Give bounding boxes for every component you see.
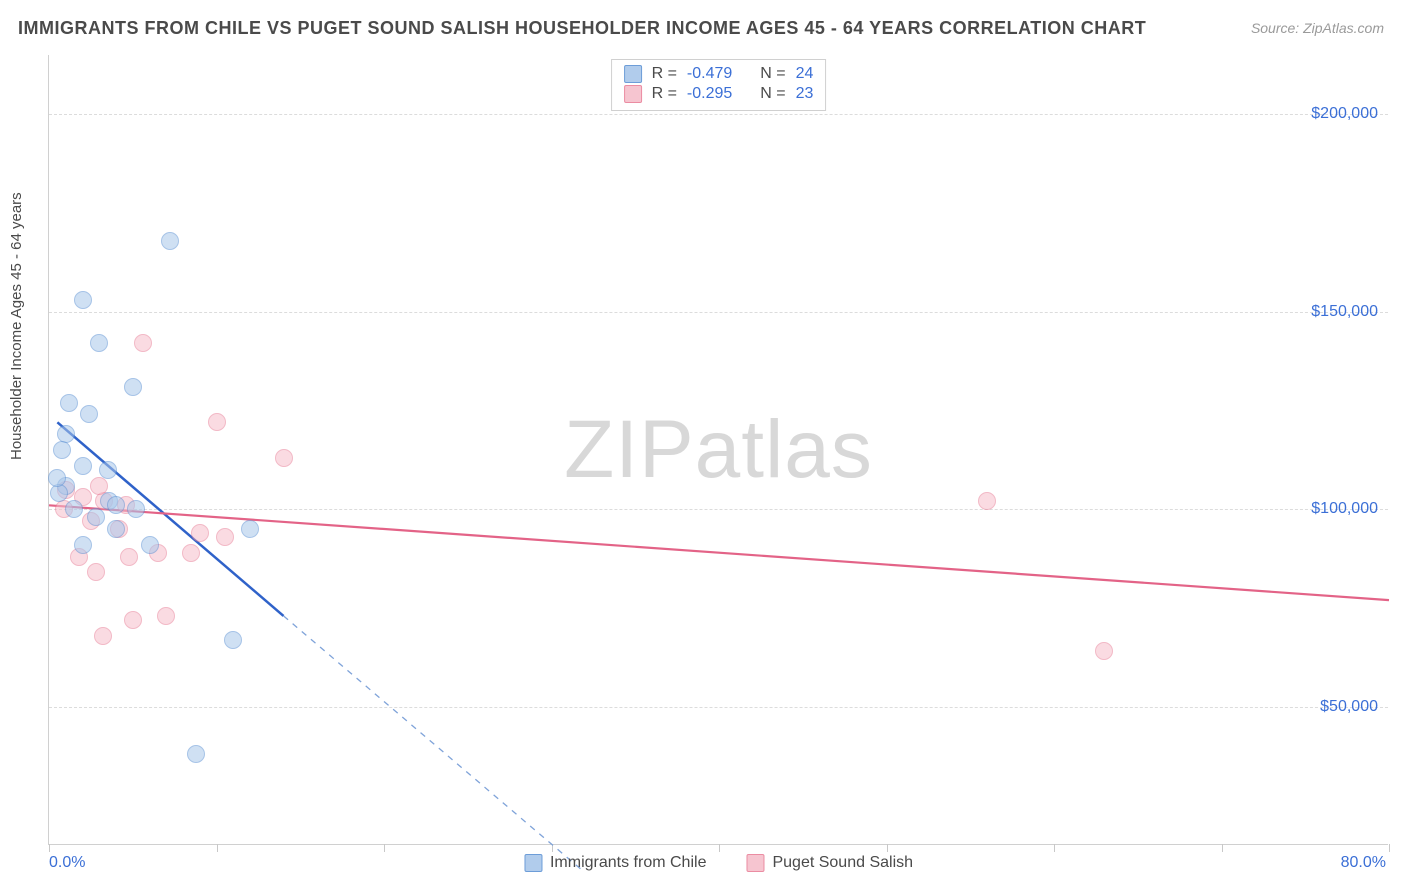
- x-tick: [719, 844, 720, 852]
- correlation-legend: R = -0.479 N = 24 R = -0.295 N = 23: [611, 59, 827, 111]
- x-tick: [1222, 844, 1223, 852]
- data-point: [216, 528, 234, 546]
- x-tick: [887, 844, 888, 852]
- data-point: [90, 334, 108, 352]
- data-point: [99, 461, 117, 479]
- data-point: [107, 496, 125, 514]
- r-value-1: -0.295: [687, 85, 732, 103]
- x-axis-max-label: 80.0%: [1341, 854, 1386, 872]
- x-tick: [49, 844, 50, 852]
- r-label: R =: [652, 85, 677, 103]
- data-point: [141, 536, 159, 554]
- r-value-0: -0.479: [687, 65, 732, 83]
- data-point: [224, 631, 242, 649]
- data-point: [191, 524, 209, 542]
- y-tick-label: $200,000: [1311, 105, 1378, 123]
- data-point: [120, 548, 138, 566]
- swatch-series-1: [624, 85, 642, 103]
- data-point: [182, 544, 200, 562]
- n-label: N =: [760, 85, 785, 103]
- data-point: [275, 449, 293, 467]
- series-legend: Immigrants from Chile Puget Sound Salish: [524, 854, 913, 872]
- watermark: ZIPatlas: [564, 403, 873, 497]
- r-label: R =: [652, 65, 677, 83]
- data-point: [134, 334, 152, 352]
- x-axis-min-label: 0.0%: [49, 854, 85, 872]
- legend-item-1: Puget Sound Salish: [746, 854, 913, 872]
- chart-title: IMMIGRANTS FROM CHILE VS PUGET SOUND SAL…: [18, 18, 1146, 39]
- x-tick: [217, 844, 218, 852]
- data-point: [74, 457, 92, 475]
- data-point: [53, 441, 71, 459]
- data-point: [978, 492, 996, 510]
- data-point: [124, 611, 142, 629]
- x-tick: [1054, 844, 1055, 852]
- n-value-1: 23: [796, 85, 814, 103]
- data-point: [208, 413, 226, 431]
- legend-label-1: Puget Sound Salish: [772, 854, 913, 872]
- data-point: [65, 500, 83, 518]
- gridline: [49, 312, 1388, 313]
- y-tick-label: $100,000: [1311, 500, 1378, 518]
- correlation-row-0: R = -0.479 N = 24: [624, 64, 814, 84]
- watermark-thin: atlas: [695, 404, 873, 495]
- gridline: [49, 707, 1388, 708]
- y-tick-label: $150,000: [1311, 303, 1378, 321]
- data-point: [87, 508, 105, 526]
- data-point: [50, 484, 68, 502]
- x-tick: [384, 844, 385, 852]
- data-point: [161, 232, 179, 250]
- data-point: [127, 500, 145, 518]
- data-point: [94, 627, 112, 645]
- data-point: [1095, 642, 1113, 660]
- swatch-series-0: [624, 65, 642, 83]
- data-point: [74, 291, 92, 309]
- correlation-row-1: R = -0.295 N = 23: [624, 84, 814, 104]
- y-axis-label: Householder Income Ages 45 - 64 years: [8, 192, 25, 460]
- source-attribution: Source: ZipAtlas.com: [1251, 20, 1384, 36]
- data-point: [80, 405, 98, 423]
- plot-area: ZIPatlas $50,000 $100,000 $150,000 $200,000…: [48, 55, 1388, 845]
- y-tick-label: $50,000: [1320, 698, 1378, 716]
- data-point: [124, 378, 142, 396]
- legend-swatch-0: [524, 854, 542, 872]
- data-point: [241, 520, 259, 538]
- trend-lines: [49, 55, 1388, 844]
- gridline: [49, 114, 1388, 115]
- data-point: [48, 469, 66, 487]
- n-label: N =: [760, 65, 785, 83]
- legend-swatch-1: [746, 854, 764, 872]
- watermark-bold: ZIP: [564, 404, 695, 495]
- data-point: [74, 536, 92, 554]
- n-value-0: 24: [796, 65, 814, 83]
- x-tick: [552, 844, 553, 852]
- legend-label-0: Immigrants from Chile: [550, 854, 706, 872]
- data-point: [157, 607, 175, 625]
- data-point: [60, 394, 78, 412]
- data-point: [107, 520, 125, 538]
- data-point: [87, 563, 105, 581]
- data-point: [187, 745, 205, 763]
- legend-item-0: Immigrants from Chile: [524, 854, 706, 872]
- gridline: [49, 509, 1388, 510]
- x-tick: [1389, 844, 1390, 852]
